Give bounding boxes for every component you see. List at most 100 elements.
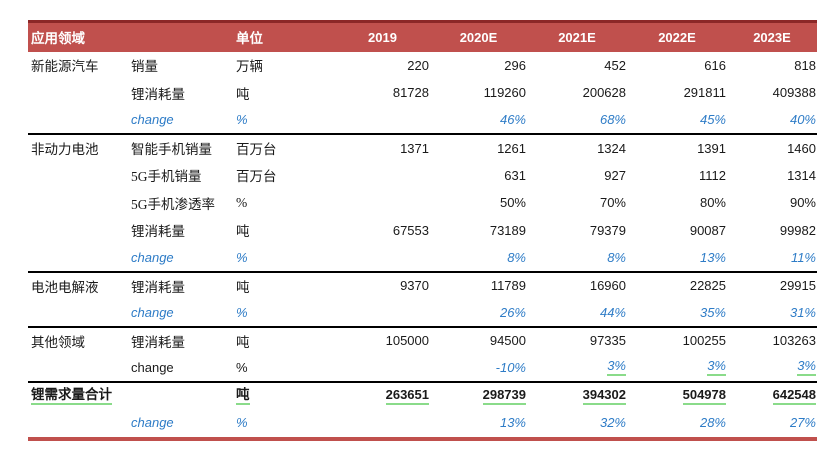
value-cell: 616: [704, 57, 726, 73]
value-cell: 45%: [699, 112, 726, 128]
value-cell: 13%: [499, 415, 526, 431]
section-cell: [28, 244, 128, 272]
value-cell: 73189: [489, 222, 526, 238]
unit-cell: 吨: [236, 224, 250, 240]
value-cell: [335, 189, 430, 217]
value-cell: 11%: [790, 249, 816, 265]
value-cell: 80%: [699, 195, 726, 211]
label-cell: 锂消耗量: [131, 279, 185, 295]
unit-cell: %: [236, 415, 248, 431]
table-header: 应用领域 单位 2019 2020E 2021E 2022E 2023E: [28, 21, 817, 52]
value-cell: 818: [794, 57, 816, 73]
unit-cell: %: [236, 249, 248, 265]
section-cell: [28, 299, 128, 327]
table-row: 5G手机销量 百万台 631 927 1112 1314: [28, 162, 817, 190]
section-cell: [28, 79, 128, 107]
lithium-demand-table-wrap: 应用领域 单位 2019 2020E 2021E 2022E 2023E 新能源汽车 销量 万辆…: [28, 20, 817, 441]
unit-cell: %: [236, 112, 248, 128]
value-cell: 1261: [497, 140, 526, 156]
unit-cell: %: [236, 359, 248, 375]
table-row: change% 46% 68% 45% 40%: [28, 107, 817, 135]
label-cell: 智能手机销量: [131, 142, 212, 158]
value-cell: 70%: [599, 195, 626, 211]
unit-cell: 万辆: [236, 59, 263, 75]
value-cell: 16960: [589, 278, 626, 294]
unit-cell: 吨: [236, 86, 250, 102]
value-cell: [335, 354, 430, 382]
table-row: 锂消耗量 吨 81728 119260 200628 291811 409388: [28, 79, 817, 107]
value-cell: 504978: [627, 382, 727, 410]
value-cell: 90%: [789, 195, 816, 211]
unit-cell: 吨: [233, 382, 335, 410]
value-cell: [335, 299, 430, 327]
value-cell: 200628: [582, 85, 626, 101]
value-cell: 22825: [689, 278, 726, 294]
table-row: change% 13% 32% 28% 27%: [28, 409, 817, 437]
value-cell: 631: [504, 167, 526, 183]
section-cell: [28, 107, 128, 135]
table-row: change% 8% 8% 13% 11%: [28, 244, 817, 272]
value-cell: 8%: [507, 249, 526, 265]
value-cell: 1391: [697, 140, 726, 156]
value-cell: 8%: [607, 249, 626, 265]
label-cell: 销量: [131, 59, 158, 75]
underlined-value: 642548: [772, 387, 816, 405]
section-cell: 新能源汽车: [31, 59, 99, 75]
unit-cell: %: [236, 194, 248, 210]
section-cell: 电池电解液: [31, 279, 99, 295]
value-cell: 1112: [699, 167, 726, 183]
value-cell: 291811: [683, 85, 726, 101]
section-cell: 其他领域: [31, 334, 85, 350]
table-row: change% 26% 44% 35% 31%: [28, 299, 817, 327]
label-cell: change: [131, 359, 174, 375]
value-cell: 3%: [627, 354, 727, 382]
underlined-value: 298739: [482, 387, 526, 405]
underlined-value: 3%: [607, 358, 626, 377]
value-cell: 9370: [400, 278, 429, 294]
value-cell: 67553: [392, 222, 429, 238]
value-cell: 220: [407, 57, 429, 73]
underlined-value: 504978: [682, 387, 726, 405]
label-cell: 锂消耗量: [131, 86, 185, 102]
value-cell: 68%: [599, 112, 626, 128]
unit-cell: 百万台: [236, 142, 277, 158]
value-cell: 46%: [499, 112, 526, 128]
label-cell: 锂消耗量: [131, 334, 185, 350]
header-cell-label: [128, 22, 233, 52]
value-cell: [335, 409, 430, 437]
value-cell: 29915: [779, 278, 816, 294]
underlined-value: 3%: [707, 358, 726, 377]
value-cell: 1324: [597, 140, 626, 156]
value-cell: 90087: [689, 222, 726, 238]
header-cell-label: 应用领域: [31, 31, 85, 47]
value-cell: 28%: [699, 415, 726, 431]
value-cell: 44%: [599, 304, 626, 320]
label-cell: 5G手机渗透率: [131, 196, 215, 212]
table-row: 锂消耗量 吨 67553 73189 79379 90087 99982: [28, 217, 817, 245]
value-cell: 3%: [527, 354, 627, 382]
underlined-value: 3%: [797, 358, 816, 377]
table-row: change% -10% 3% 3% 3%: [28, 354, 817, 382]
value-cell: 97335: [589, 333, 626, 349]
label-cell: 锂消耗量: [131, 224, 185, 240]
value-cell: 409388: [772, 85, 816, 101]
value-cell: [335, 244, 430, 272]
header-cell-year: 2020E: [459, 29, 498, 45]
label-cell: change: [131, 249, 174, 265]
section-cell: [28, 189, 128, 217]
unit-cell: 吨: [236, 279, 250, 295]
total-row: 锂需求量合计 吨 263651 298739 394302 504978 642548: [28, 382, 817, 410]
value-cell: 394302: [527, 382, 627, 410]
value-cell: 642548: [727, 382, 817, 410]
unit-cell: %: [236, 304, 248, 320]
header-cell-year: 2023E: [753, 29, 791, 45]
value-cell: 99982: [779, 222, 816, 238]
value-cell: 11789: [490, 278, 526, 294]
label-cell: change: [131, 415, 174, 431]
underlined-value: 吨: [236, 387, 250, 405]
value-cell: -10%: [495, 359, 526, 375]
value-cell: 452: [604, 57, 626, 73]
value-cell: 26%: [499, 304, 526, 320]
value-cell: 31%: [789, 304, 816, 320]
